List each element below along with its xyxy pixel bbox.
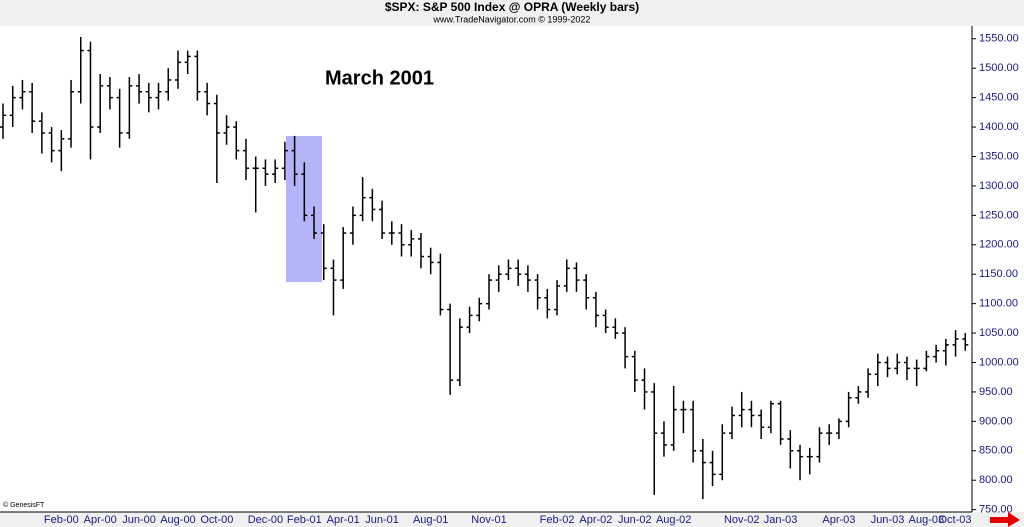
x-tick-label: Aug-01 <box>413 514 448 526</box>
credit: © GenesisFT <box>3 501 45 509</box>
y-tick-label: 800.00 <box>979 474 1013 486</box>
y-tick-label: 950.00 <box>979 386 1013 398</box>
y-tick-label: 1250.00 <box>979 209 1019 221</box>
x-tick-label: Apr-00 <box>84 514 117 526</box>
x-tick-label: Feb-01 <box>287 514 322 526</box>
y-tick-label: 1300.00 <box>979 180 1019 192</box>
header <box>0 0 1024 26</box>
x-tick-label: Apr-01 <box>327 514 360 526</box>
y-tick-label: 1150.00 <box>979 268 1018 280</box>
x-tick-label: Oct-00 <box>200 514 233 526</box>
y-tick-label: 850.00 <box>979 445 1013 457</box>
x-tick-label: Aug-00 <box>160 514 195 526</box>
y-tick-label: 1500.00 <box>979 62 1019 74</box>
annotation: March 2001 <box>325 67 434 89</box>
y-tick-label: 1000.00 <box>979 356 1019 368</box>
x-tick-label: Nov-01 <box>471 514 506 526</box>
y-tick-label: 1200.00 <box>979 239 1019 251</box>
chart-subtitle: www.TradeNavigator.com © 1999-2022 <box>433 14 591 24</box>
x-tick-label: Jan-03 <box>764 514 798 526</box>
scroll-arrow[interactable] <box>990 512 1020 527</box>
x-tick-label: Apr-03 <box>822 514 855 526</box>
x-tick-label: Apr-02 <box>579 514 612 526</box>
y-tick-label: 1350.00 <box>979 150 1019 162</box>
y-tick-label: 750.00 <box>979 504 1013 516</box>
x-tick-label: Aug-02 <box>656 514 691 526</box>
y-tick-label: 1450.00 <box>979 92 1019 104</box>
y-tick-label: 1100.00 <box>979 298 1018 310</box>
x-tick-label: Nov-02 <box>724 514 759 526</box>
y-tick-label: 1400.00 <box>979 121 1019 133</box>
x-tick-label: Aug-03 <box>909 514 944 526</box>
x-tick-label: Feb-02 <box>540 514 575 526</box>
footer <box>0 512 1024 527</box>
x-tick-label: Jun-00 <box>122 514 156 526</box>
x-tick-label: Dec-00 <box>248 514 283 526</box>
x-tick-label: Jun-01 <box>365 514 399 526</box>
x-tick-label: Jun-03 <box>871 514 905 526</box>
x-tick-label: Feb-00 <box>44 514 79 526</box>
x-tick-label: Jun-02 <box>618 514 652 526</box>
chart-title: $SPX: S&P 500 Index @ OPRA (Weekly bars) <box>385 0 639 14</box>
x-tick-label: Oct-03 <box>938 514 971 526</box>
y-tick-label: 1550.00 <box>979 33 1019 45</box>
y-tick-label: 1050.00 <box>979 327 1019 339</box>
y-tick-label: 900.00 <box>979 415 1013 427</box>
